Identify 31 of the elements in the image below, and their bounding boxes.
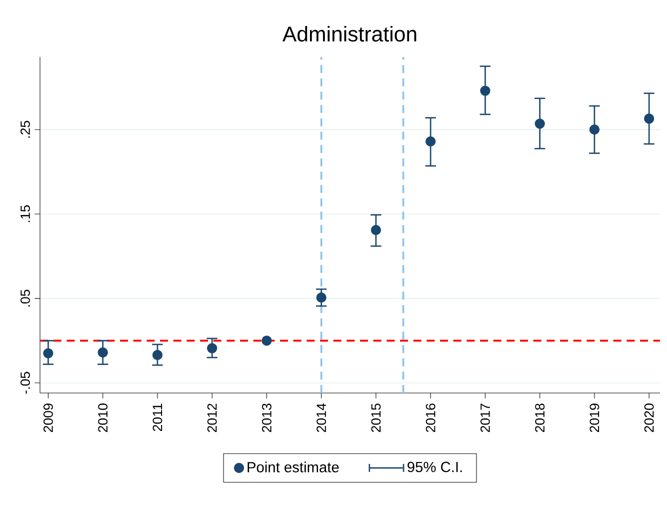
point	[98, 347, 108, 358]
x-tick-label: 2019	[590, 404, 600, 432]
text: 95% C.I.	[408, 462, 462, 472]
point	[426, 136, 436, 146]
point	[262, 336, 272, 346]
point	[480, 86, 490, 96]
x-tick-label: 2020	[644, 404, 654, 432]
x-tick-label: 2009	[43, 404, 53, 432]
x-tick-label: 2013	[262, 404, 272, 432]
x-tick-label: 2012	[207, 404, 217, 432]
x-tick-label: 2010	[98, 404, 108, 432]
point	[589, 124, 600, 135]
y-tick-label: -.05	[20, 372, 30, 394]
point	[644, 114, 654, 124]
point	[316, 292, 326, 303]
y-tick-label: .15	[20, 205, 30, 222]
x-tick-label: 2014	[316, 403, 326, 432]
x-tick-label: 2017	[480, 404, 490, 432]
point	[207, 343, 218, 354]
chart-title: Administration	[282, 26, 416, 42]
y-tick-label: .25	[20, 120, 30, 138]
x-tick-label: 2018	[535, 404, 545, 432]
x-tick-label: 2011	[152, 404, 162, 432]
point	[152, 350, 163, 360]
y-tick-label: .05	[20, 290, 30, 306]
point	[534, 118, 545, 129]
x-tick-label: 2016	[426, 404, 436, 432]
point	[370, 224, 382, 236]
x-tick-label: 2015	[371, 404, 381, 432]
point	[43, 348, 54, 358]
legend-label: Point estimate	[248, 462, 339, 472]
